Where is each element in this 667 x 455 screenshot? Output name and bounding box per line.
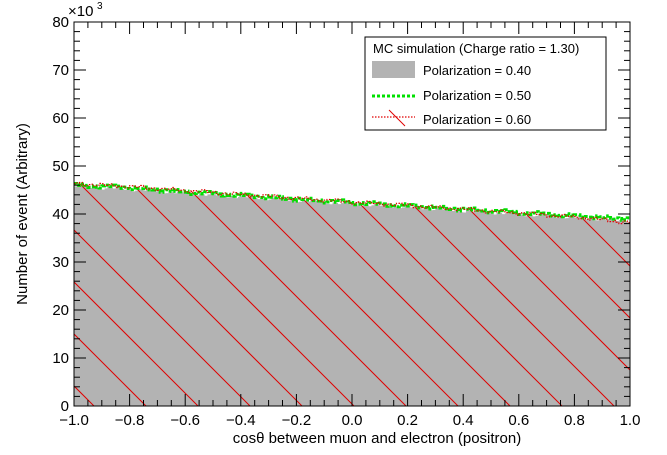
y-tick-label: 60 bbox=[52, 110, 69, 127]
y-tick-label: 10 bbox=[52, 350, 69, 367]
x-tick-label: −0.8 bbox=[115, 412, 145, 429]
hatch-line bbox=[74, 182, 407, 406]
legend-swatch-polarization-040 bbox=[372, 61, 415, 78]
hatch-line bbox=[74, 182, 199, 406]
x-tick-label: 0.6 bbox=[508, 412, 529, 429]
y-tick-label: 50 bbox=[52, 158, 69, 175]
legend-label-polarization-040: Polarization = 0.40 bbox=[423, 63, 531, 78]
series-area-polarization-040 bbox=[74, 184, 630, 406]
series-line-polarization-050 bbox=[74, 182, 630, 222]
hatch-line bbox=[74, 182, 303, 406]
axes-layer bbox=[73, 21, 631, 407]
labels-layer: −1.0 −0.8 −0.6 −0.4 −0.2 0.0 0.2 0.4 0.6 0.8 1.0 0 1… bbox=[14, 1, 640, 447]
x-tick-label: 0.2 bbox=[397, 412, 418, 429]
y-tick-label: 70 bbox=[52, 62, 69, 79]
y-tick-label: 40 bbox=[52, 206, 69, 223]
hatch-line bbox=[646, 22, 667, 406]
x-tick-label: −0.2 bbox=[282, 412, 312, 429]
series-line-polarization-060 bbox=[74, 181, 630, 225]
hatch-line bbox=[74, 182, 147, 406]
hatch-line bbox=[281, 182, 630, 406]
y-tick-label: 0 bbox=[61, 398, 69, 415]
x-tick-label: 0.4 bbox=[453, 412, 474, 429]
data-layer bbox=[74, 22, 667, 406]
hatch-line bbox=[177, 182, 563, 406]
y-tick-label: 30 bbox=[52, 254, 69, 271]
y-tick-label: 20 bbox=[52, 302, 69, 319]
x-axis-title: cosθ between muon and electron (positron… bbox=[233, 430, 522, 447]
hatch-line bbox=[229, 182, 615, 406]
hatch-line bbox=[125, 182, 511, 406]
hatch-line bbox=[74, 182, 459, 406]
y-multiplier-exponent: 3 bbox=[97, 1, 103, 12]
y-axis-title: Number of event (Arbitrary) bbox=[14, 123, 31, 305]
hatch-line bbox=[74, 182, 355, 406]
legend-hatch-polarization-060 bbox=[388, 109, 406, 127]
legend: MC simulation (Charge ratio = 1.30) Polar… bbox=[364, 36, 607, 131]
legend-label-polarization-050: Polarization = 0.50 bbox=[423, 88, 531, 103]
legend-box bbox=[364, 36, 607, 131]
x-tick-label: 1.0 bbox=[620, 412, 641, 429]
x-tick-label: −0.6 bbox=[170, 412, 200, 429]
legend-label-polarization-060: Polarization = 0.60 bbox=[423, 112, 531, 127]
x-tick-label: −1.0 bbox=[59, 412, 89, 429]
x-tick-label: 0.0 bbox=[342, 412, 363, 429]
x-tick-label: −0.4 bbox=[226, 412, 256, 429]
x-tick-label: 0.8 bbox=[564, 412, 585, 429]
y-tick-label: 80 bbox=[52, 14, 69, 31]
hatch-line bbox=[74, 182, 251, 406]
legend-title: MC simulation (Charge ratio = 1.30) bbox=[373, 41, 579, 56]
y-multiplier-label: ×10 bbox=[68, 3, 93, 20]
